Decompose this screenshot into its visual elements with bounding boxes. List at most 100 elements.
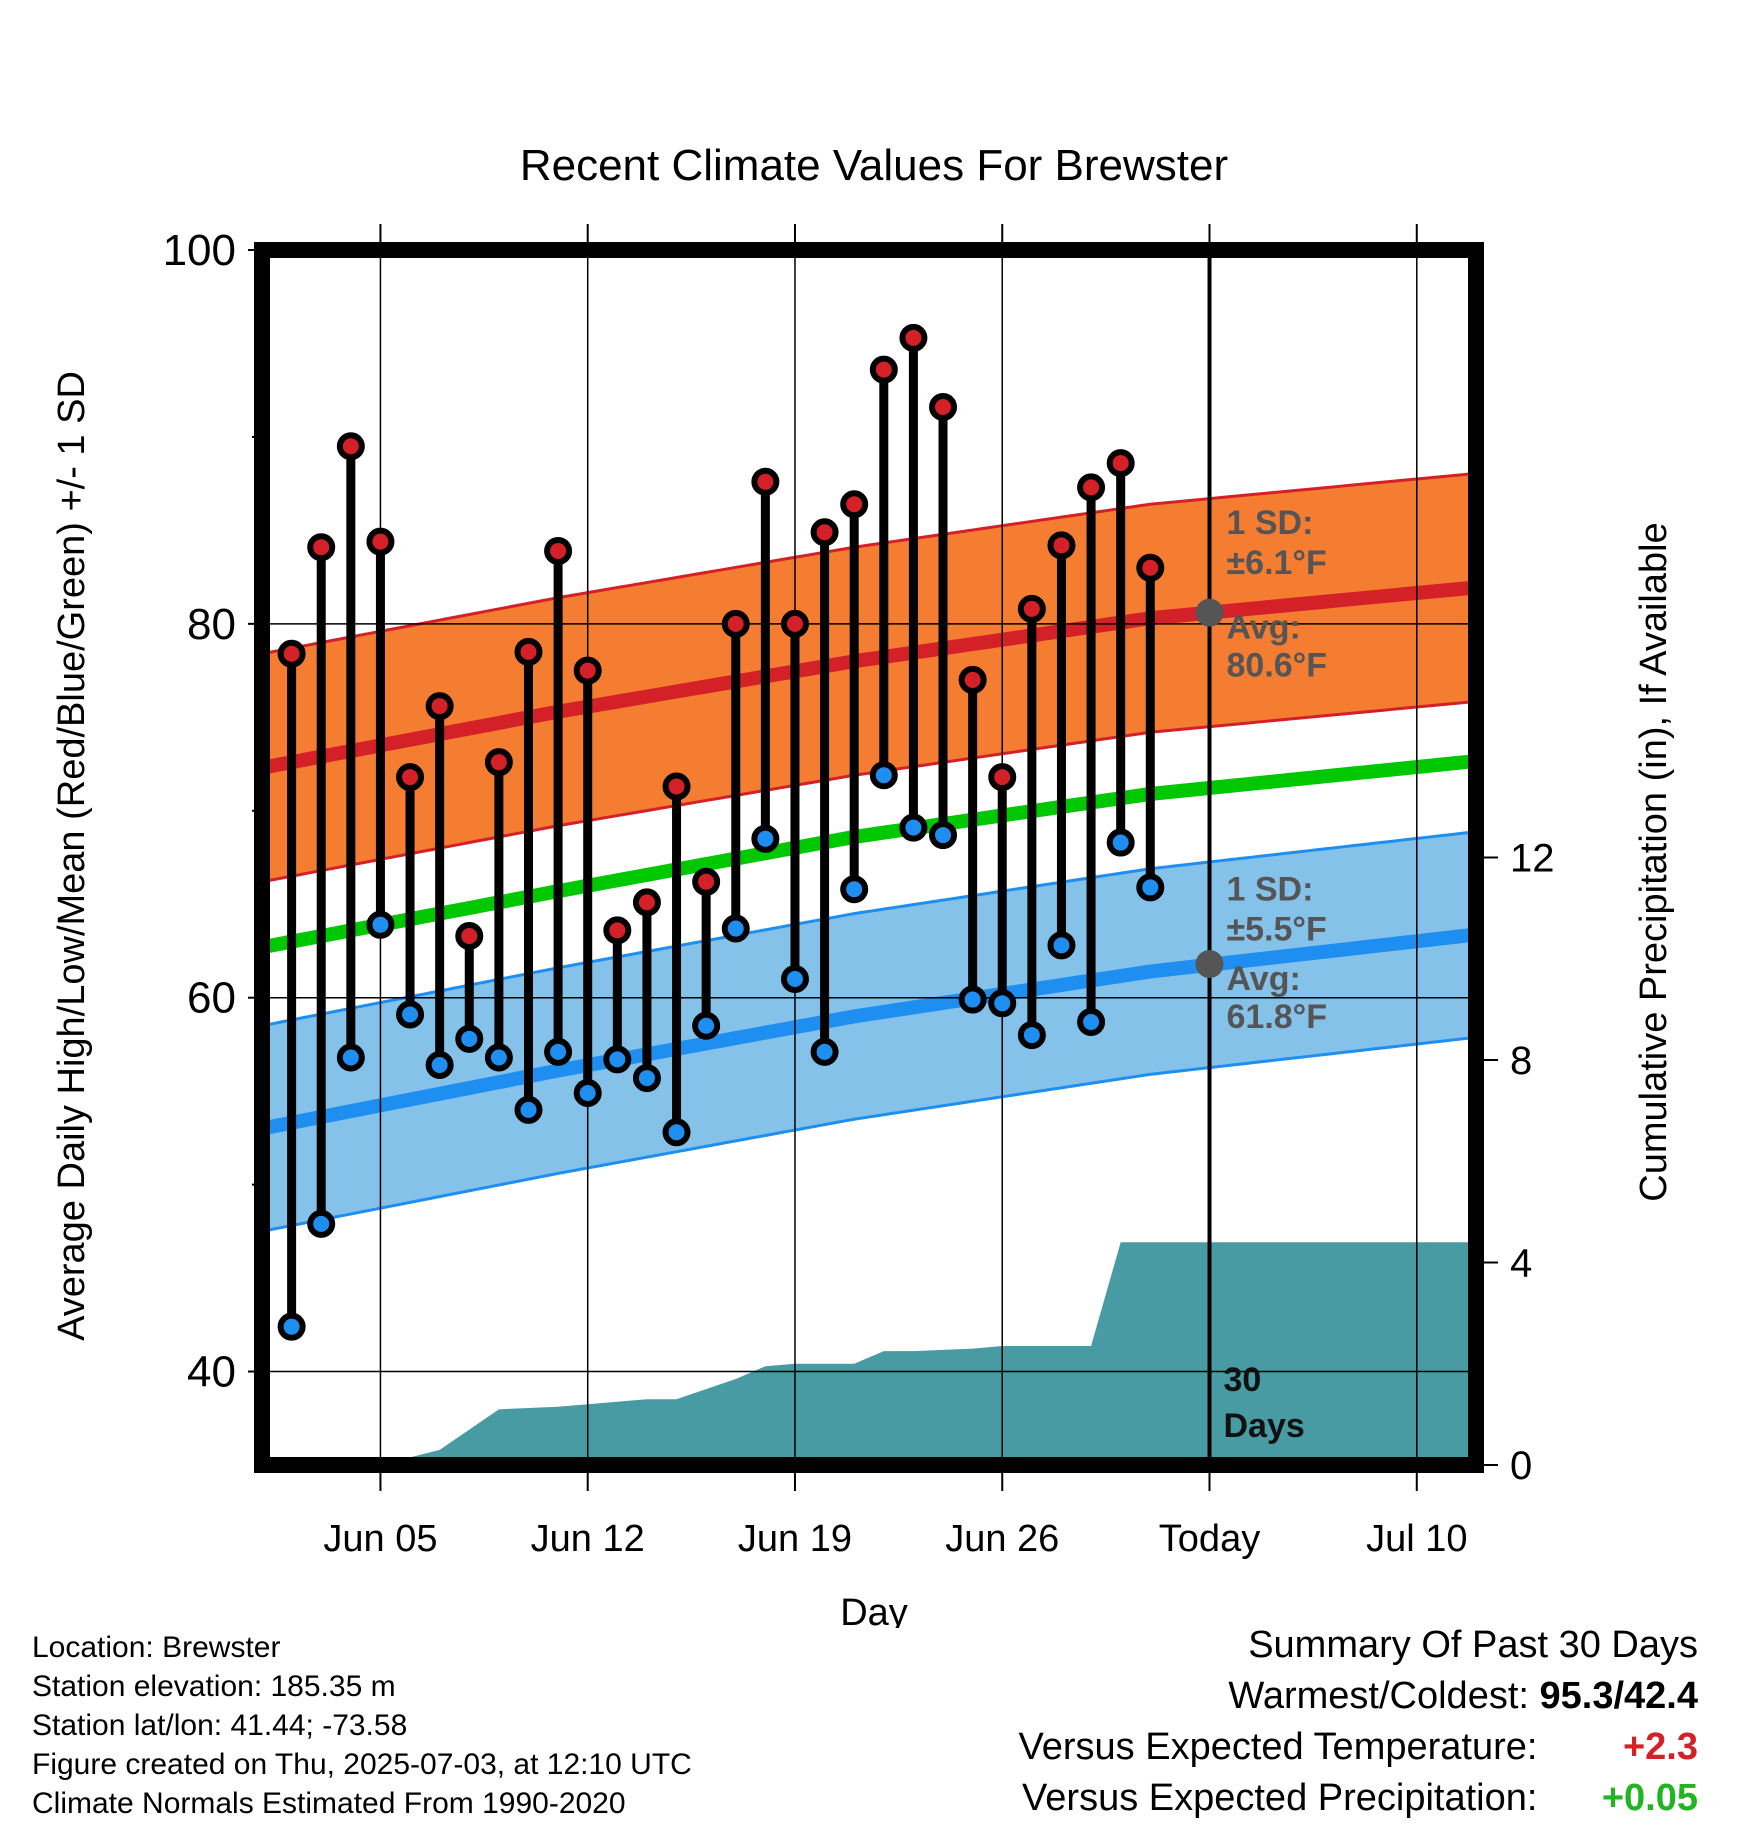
daily-low-point <box>1017 1021 1046 1050</box>
daily-high-point <box>1077 473 1106 502</box>
daily-high-point <box>721 609 750 638</box>
daily-high-point <box>1136 553 1165 582</box>
daily-low-point <box>277 1312 306 1341</box>
daily-low-point <box>396 1000 425 1029</box>
daily-low-point <box>662 1118 691 1147</box>
days-count-label: 30 <box>1224 1361 1262 1399</box>
daily-low-point <box>366 910 395 939</box>
high-sd-band <box>262 473 1476 882</box>
x-tick-label: Jun 12 <box>531 1518 645 1560</box>
x-tick-label: Jun 26 <box>945 1518 1059 1560</box>
precip-label: Versus Expected Precipitation: <box>1022 1777 1538 1819</box>
today-low-avg-marker <box>1195 950 1224 979</box>
high-normal-line <box>262 580 1476 775</box>
elevation-text: Station elevation: 185.35 m <box>32 1670 396 1703</box>
low-upper-edge <box>262 830 1476 1028</box>
x-tick-label: Jun 05 <box>323 1518 437 1560</box>
high-avg-value: 80.6°F <box>1227 647 1328 685</box>
daily-low-point <box>455 1024 484 1053</box>
high-avg-title: Avg: <box>1227 609 1301 647</box>
daily-high-point <box>929 393 958 422</box>
daily-low-point <box>514 1095 543 1124</box>
daily-low-point <box>869 761 898 790</box>
daily-high-point <box>455 922 484 951</box>
created-text: Figure created on Thu, 2025-07-03, at 12… <box>32 1748 692 1781</box>
high-sd-value: ±6.1°F <box>1227 544 1327 582</box>
latlon-text: Station lat/lon: 41.44; -73.58 <box>32 1709 408 1742</box>
daily-low-point <box>1077 1007 1106 1036</box>
daily-high-point <box>840 490 869 519</box>
daily-high-point <box>484 748 513 777</box>
mean-normal-line <box>262 754 1476 955</box>
temp-value: +2.3 <box>1622 1726 1698 1768</box>
summary-title: Summary Of Past 30 Days <box>1248 1624 1698 1666</box>
low-sd-title: 1 SD: <box>1227 871 1314 909</box>
high-upper-edge <box>262 471 1476 656</box>
daily-high-point <box>336 432 365 461</box>
daily-high-point <box>751 467 780 496</box>
daily-low-point <box>632 1064 661 1093</box>
daily-low-point <box>336 1043 365 1072</box>
daily-low-point <box>692 1011 721 1040</box>
days-unit-label: Days <box>1224 1407 1305 1445</box>
today-high-avg-marker <box>1195 598 1224 627</box>
daily-low-point <box>780 965 809 993</box>
daily-high-point <box>1017 594 1046 623</box>
daily-high-point <box>425 692 454 721</box>
daily-high-point <box>544 536 573 565</box>
y-right-tick-label: 8 <box>1510 1039 1532 1083</box>
daily-high-point <box>307 533 336 562</box>
summary-panel: Summary Of Past 30 Days Warmest/Coldest:… <box>1019 1620 1698 1824</box>
daily-high-point <box>1047 531 1076 560</box>
daily-high-point <box>573 656 602 685</box>
low-normal-line <box>262 927 1476 1136</box>
x-tick-label: Jul 10 <box>1366 1518 1467 1560</box>
daily-low-point <box>810 1037 839 1066</box>
x-tick-label: Today <box>1159 1518 1260 1560</box>
daily-high-point <box>514 637 543 666</box>
low-avg-title: Avg: <box>1227 960 1301 998</box>
daily-low-point <box>1136 873 1165 902</box>
daily-low-point <box>1047 931 1076 960</box>
low-avg-value: 61.8°F <box>1227 998 1328 1036</box>
daily-high-point <box>958 665 987 694</box>
daily-high-point <box>988 763 1017 792</box>
y-tick-label: 100 <box>163 226 236 275</box>
precip-area <box>380 1242 1476 1465</box>
daily-low-point <box>573 1079 602 1108</box>
low-sd-value: ±5.5°F <box>1227 911 1327 949</box>
y-axis-label-left: Average Daily High/Low/Mean (Red/Blue/Gr… <box>51 371 93 1341</box>
precip-value: +0.05 <box>1601 1777 1698 1819</box>
daily-high-point <box>662 772 691 801</box>
daily-low-point <box>1106 828 1135 857</box>
daily-low-point <box>899 813 928 842</box>
x-axis-label: Day <box>840 1592 908 1628</box>
daily-high-point <box>632 888 661 917</box>
low-lower-edge <box>262 1035 1476 1233</box>
daily-low-point <box>603 1045 632 1074</box>
daily-high-point <box>603 916 632 945</box>
location-text: Location: Brewster <box>32 1631 281 1664</box>
y-tick-label: 80 <box>187 600 236 649</box>
daily-low-point <box>484 1043 513 1072</box>
y-axis-label-right: Cumulative Precipitation (in), If Availa… <box>1633 522 1675 1201</box>
daily-low-point <box>958 985 987 1014</box>
normals-text: Climate Normals Estimated From 1990-2020 <box>32 1787 626 1820</box>
daily-low-point <box>929 821 958 850</box>
daily-low-point <box>544 1037 573 1066</box>
daily-low-point <box>307 1209 336 1238</box>
summary-warmest-row: Warmest/Coldest: 95.3/42.4 <box>1019 1671 1698 1722</box>
summary-temp-row: Versus Expected Temperature: +2.3 <box>1019 1722 1698 1773</box>
y-tick-label: 60 <box>187 974 236 1023</box>
x-tick-label: Jun 19 <box>738 1518 852 1560</box>
y-right-tick-label: 0 <box>1510 1444 1532 1488</box>
daily-high-point <box>277 639 306 668</box>
plot-inner <box>262 250 1476 1465</box>
temp-label: Versus Expected Temperature: <box>1018 1726 1538 1768</box>
daily-high-point <box>810 518 839 547</box>
warmest-value: 95.3/42.4 <box>1539 1675 1698 1717</box>
daily-low-point <box>751 824 780 853</box>
daily-high-point <box>780 609 809 638</box>
warmest-label: Warmest/Coldest: <box>1228 1675 1529 1717</box>
